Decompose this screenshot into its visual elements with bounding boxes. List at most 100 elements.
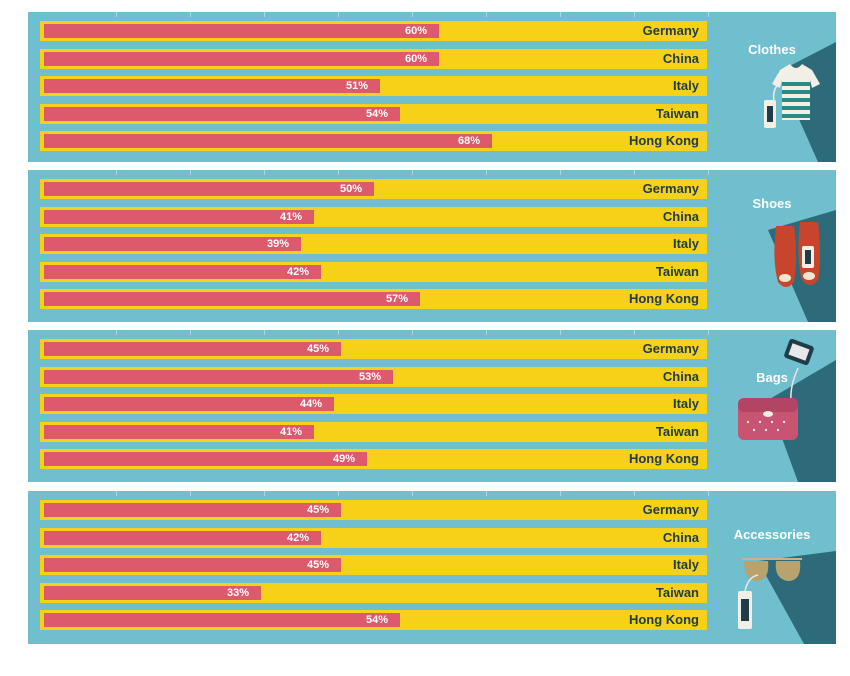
bar: 42%: [44, 265, 321, 279]
sunglasses-icon: [728, 491, 836, 644]
category-title: Clothes: [748, 42, 796, 57]
grid-tick: [338, 330, 339, 335]
country-label: Italy: [672, 78, 699, 93]
grid-tick: [116, 330, 117, 335]
bar-track: 49% Hong Kong: [40, 449, 707, 469]
grid-tick: [560, 491, 561, 496]
value-label: 53%: [358, 371, 381, 383]
panel-clothes: 60% Germany 60% China 51% Italy 54% Taiwan 68% Ho…: [28, 12, 836, 162]
value-label: 54%: [365, 108, 388, 120]
grid-tick: [190, 491, 191, 496]
bar: 41%: [44, 210, 314, 224]
bar-track: 60% China: [40, 49, 707, 69]
country-label: Italy: [672, 396, 699, 411]
category-title: Accessories: [733, 527, 811, 542]
value-label: 39%: [266, 238, 289, 250]
grid-tick: [338, 12, 339, 17]
bar: 44%: [44, 397, 334, 411]
grid-tick: [634, 170, 635, 175]
country-label: Taiwan: [655, 106, 699, 121]
country-label: Taiwan: [655, 424, 699, 439]
bar: 49%: [44, 452, 367, 466]
grid-tick: [190, 170, 191, 175]
bar: 54%: [44, 613, 400, 627]
bar: 41%: [44, 425, 314, 439]
t-shirt-icon: [728, 12, 836, 162]
bar: 42%: [44, 531, 321, 545]
country-label: China: [662, 51, 699, 66]
grid-tick: [190, 330, 191, 335]
grid-tick: [486, 330, 487, 335]
value-label: 50%: [339, 183, 362, 195]
bar-track: 57% Hong Kong: [40, 289, 707, 309]
bar-track: 33% Taiwan: [40, 583, 707, 603]
grid-tick: [708, 12, 709, 17]
grid-tick: [486, 170, 487, 175]
grid-tick: [190, 12, 191, 17]
country-label: Germany: [642, 181, 699, 196]
grid-tick: [412, 170, 413, 175]
value-label: 57%: [385, 293, 408, 305]
value-label: 45%: [306, 504, 329, 516]
country-label: Italy: [672, 236, 699, 251]
grid-tick: [486, 12, 487, 17]
country-label: Taiwan: [655, 585, 699, 600]
country-label: Germany: [642, 23, 699, 38]
country-label: Italy: [672, 557, 699, 572]
grid-tick: [708, 491, 709, 496]
value-label: 68%: [457, 135, 480, 147]
value-label: 42%: [286, 266, 309, 278]
panel-shoes: 50% Germany 41% China 39% Italy 42% Taiwan 57% Ho…: [28, 170, 836, 322]
country-label: China: [662, 369, 699, 384]
value-label: 33%: [226, 587, 249, 599]
grid-tick: [560, 170, 561, 175]
bar-track: 39% Italy: [40, 234, 707, 254]
country-label: Germany: [642, 341, 699, 356]
handbag-icon: [728, 330, 836, 482]
bar-track: 41% Taiwan: [40, 422, 707, 442]
grid-tick: [708, 330, 709, 335]
grid-tick: [412, 491, 413, 496]
grid-tick: [264, 491, 265, 496]
bar-track: 44% Italy: [40, 394, 707, 414]
country-label: Hong Kong: [628, 133, 699, 148]
value-label: 54%: [365, 614, 388, 626]
bar-track: 68% Hong Kong: [40, 131, 707, 151]
grid-tick: [264, 12, 265, 17]
bar-track: 54% Taiwan: [40, 104, 707, 124]
country-label: Germany: [642, 502, 699, 517]
bar: 60%: [44, 52, 439, 66]
value-label: 45%: [306, 559, 329, 571]
grid-tick: [560, 12, 561, 17]
bar-track: 42% China: [40, 528, 707, 548]
country-label: Hong Kong: [628, 612, 699, 627]
bar-track: 45% Germany: [40, 500, 707, 520]
bar-track: 51% Italy: [40, 76, 707, 96]
grid-tick: [338, 491, 339, 496]
grid-tick: [708, 170, 709, 175]
bar: 54%: [44, 107, 400, 121]
bar: 51%: [44, 79, 380, 93]
country-label: Taiwan: [655, 264, 699, 279]
country-label: China: [662, 530, 699, 545]
bar-track: 50% Germany: [40, 179, 707, 199]
bar: 60%: [44, 24, 439, 38]
grid-tick: [412, 330, 413, 335]
bar: 39%: [44, 237, 301, 251]
bar: 53%: [44, 370, 393, 384]
bar: 50%: [44, 182, 374, 196]
grid-tick: [634, 491, 635, 496]
bar: 45%: [44, 558, 341, 572]
grid-tick: [634, 12, 635, 17]
grid-tick: [116, 170, 117, 175]
country-label: Hong Kong: [628, 451, 699, 466]
country-label: Hong Kong: [628, 291, 699, 306]
panel-accessories: 45% Germany 42% China 45% Italy 33% Taiwan 54% Ho…: [28, 491, 836, 644]
bar: 68%: [44, 134, 492, 148]
category-title: Shoes: [752, 196, 792, 211]
value-label: 42%: [286, 532, 309, 544]
grid-tick: [412, 12, 413, 17]
bar: 45%: [44, 503, 341, 517]
value-label: 60%: [404, 53, 427, 65]
grid-tick: [486, 491, 487, 496]
